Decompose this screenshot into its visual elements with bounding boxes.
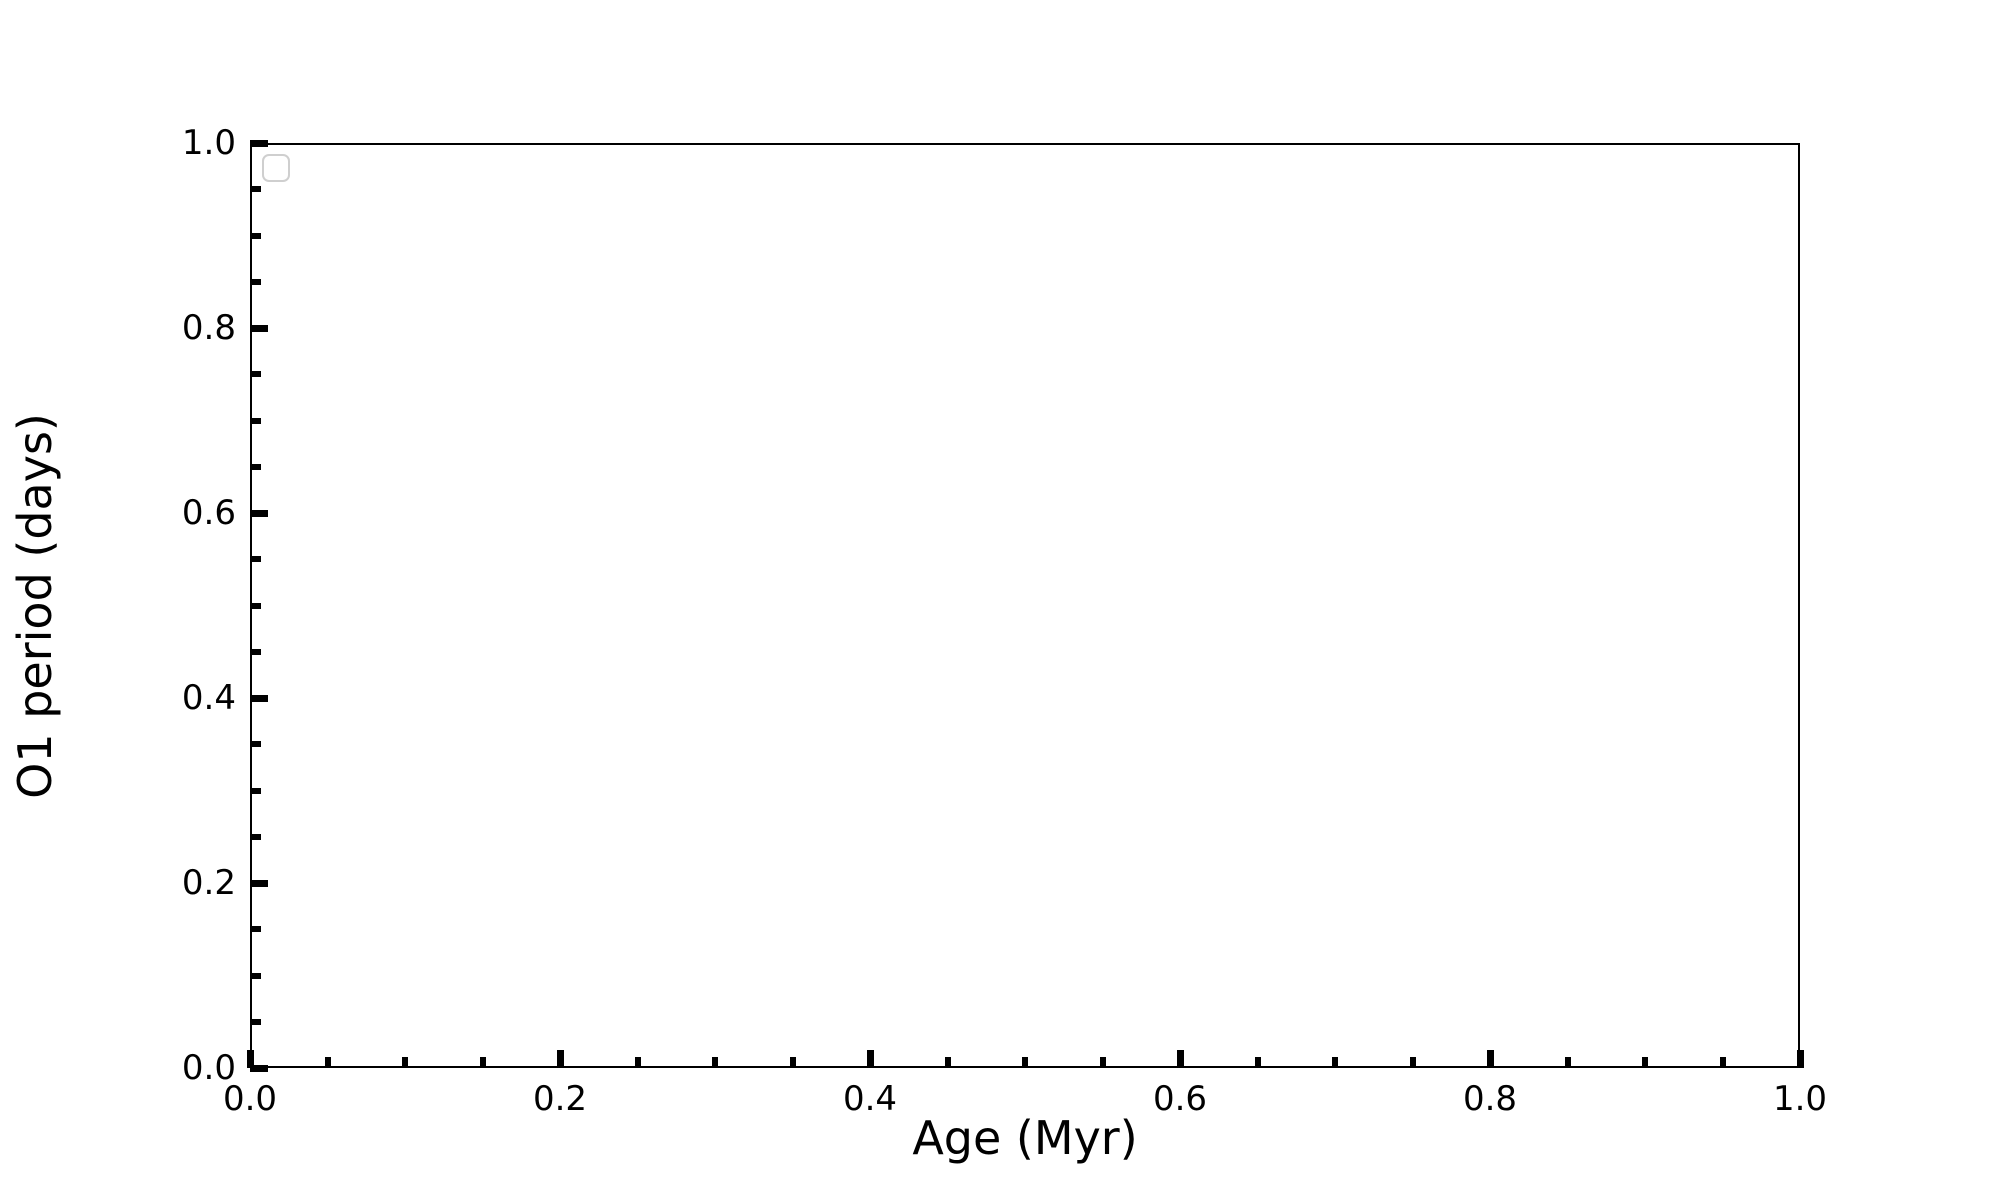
y-axis-ticklabel: 0.4 [181,678,236,718]
y-axis-tick [250,694,268,702]
y-axis-minor-tick [250,741,261,748]
x-axis-label: Age (Myr) [912,1111,1138,1165]
x-axis-minor-tick [712,1057,718,1068]
x-axis-ticklabel: 0.2 [532,1079,588,1119]
y-axis-tick [250,139,268,147]
x-axis-minor-tick [634,1057,641,1068]
x-axis-tick [1176,1050,1184,1068]
y-axis-ticklabel: 0.6 [181,493,236,533]
y-axis-minor-tick [250,926,261,933]
y-axis-label: O1 period (days) [8,412,62,799]
x-axis-tick [866,1050,874,1068]
x-axis-minor-tick [402,1057,408,1068]
y-axis-minor-tick [250,278,261,285]
x-axis-ticklabel: 0.6 [1152,1079,1208,1119]
y-axis-minor-tick [250,232,261,239]
x-axis-minor-tick [1332,1057,1338,1068]
x-axis-minor-tick [1022,1057,1028,1068]
y-axis-minor-tick [250,371,261,378]
x-axis-tick [246,1050,254,1068]
y-axis-minor-tick [250,787,261,794]
y-axis-ticklabel: 0.2 [181,863,236,903]
x-axis-minor-tick [1719,1057,1726,1068]
y-axis-ticklabel: 0.8 [181,308,236,348]
x-axis-minor-tick [324,1057,331,1068]
y-axis-tick [250,324,268,332]
y-axis-label-container: O1 period (days) [0,143,70,1068]
x-axis-ticklabel: 0.0 [222,1079,278,1119]
y-axis-tick [250,879,268,887]
x-axis-ticklabel: 1.0 [1772,1079,1828,1119]
x-axis-minor-tick [944,1057,951,1068]
x-axis-ticklabel: 0.8 [1462,1079,1518,1119]
y-axis-minor-tick [250,186,261,193]
plot-axes: 0.0 0.2 0.4 0.6 0.8 1.0 0.0 0.2 0.4 0.6 0.8 1.0 [182,126,1827,1116]
x-axis-ticklabel: 0.4 [842,1079,898,1119]
x-axis-minor-tick [1099,1057,1106,1068]
y-axis-minor-tick [250,602,261,609]
x-axis-minor-tick [1564,1057,1571,1068]
legend-box[interactable] [262,154,290,182]
x-axis-minor-tick [1409,1057,1416,1068]
x-axis-minor-tick [789,1057,796,1068]
x-axis-minor-tick [1254,1057,1261,1068]
x-axis-minor-tick [479,1057,486,1068]
x-axis-tick [1486,1050,1494,1068]
y-axis-ticklabel: 0.0 [181,1048,236,1088]
y-axis-minor-tick [250,648,261,655]
y-axis-minor-tick [250,972,261,979]
y-axis-minor-tick [250,1018,261,1025]
y-axis-tick [250,1064,268,1072]
y-axis-ticklabel: 1.0 [181,123,236,163]
x-axis-minor-tick [1642,1057,1648,1068]
y-axis-minor-tick [250,833,261,840]
x-axis-tick [556,1050,564,1068]
y-axis-tick [250,509,268,517]
x-axis-tick [1796,1050,1804,1068]
axis-spine-top [250,143,1800,145]
y-axis-minor-tick [250,463,261,470]
y-axis-minor-tick [250,556,261,563]
y-axis-minor-tick [250,417,261,424]
axis-spine-right [1798,143,1800,1068]
